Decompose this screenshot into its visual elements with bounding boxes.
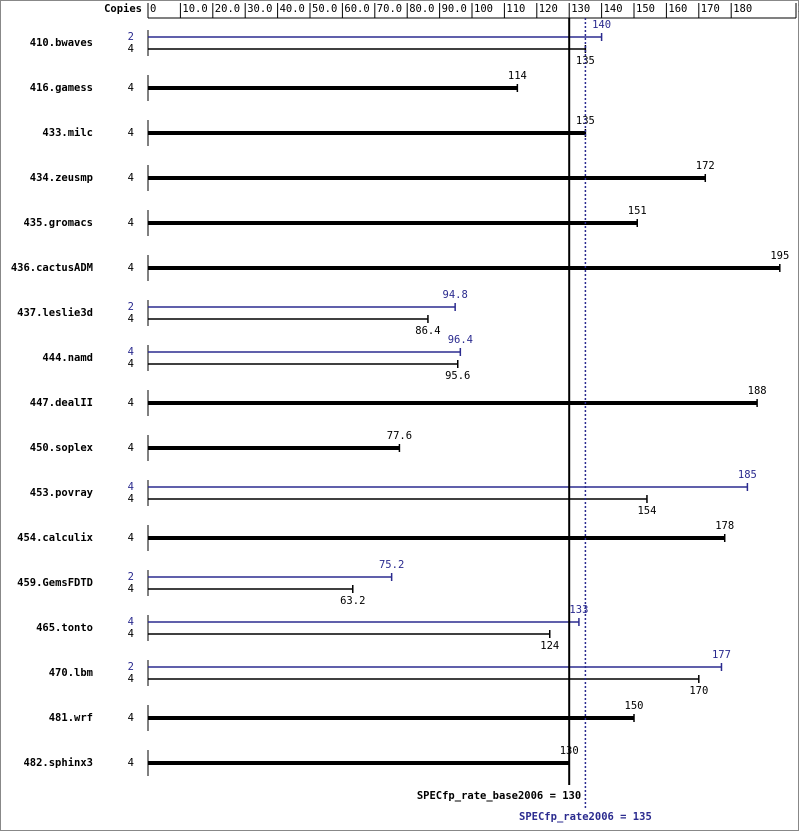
x-tick-label: 150 [636,3,655,15]
copies-label: 4 [128,397,134,409]
value-label: 133 [569,604,588,616]
category-label: 433.milc [42,127,93,139]
value-label: 170 [689,685,708,697]
x-tick-label: 140 [604,3,623,15]
copies-label: 4 [128,127,134,139]
value-label: 95.6 [445,370,470,382]
value-label: 150 [625,700,644,712]
value-label: 195 [770,250,789,262]
copies-label: 4 [128,757,134,769]
category-label: 435.gromacs [23,217,93,229]
value-label: 178 [715,520,734,532]
copies-label: 4 [128,217,134,229]
reference-label: SPECfp_rate2006 = 135 [519,811,652,823]
copies-label: 2 [128,31,134,43]
value-label: 124 [540,640,559,652]
copies-label: 4 [128,673,134,685]
value-label: 94.8 [443,289,468,301]
x-tick-label: 110 [506,3,525,15]
x-tick-label: 90.0 [442,3,467,15]
x-tick-label: 50.0 [312,3,337,15]
value-label: 185 [738,469,757,481]
reference-label: SPECfp_rate_base2006 = 130 [417,790,581,802]
copies-label: 4 [128,346,134,358]
category-label: 434.zeusmp [30,172,93,184]
copies-label: 4 [128,262,134,274]
category-label: 470.lbm [49,667,93,679]
value-label: 96.4 [448,334,473,346]
category-label: 444.namd [42,352,93,364]
copies-label: 4 [128,442,134,454]
x-tick-label: 180 [733,3,752,15]
copies-label: 4 [128,358,134,370]
value-label: 135 [576,55,595,67]
category-label: 436.cactusADM [11,262,93,274]
category-label: 416.gamess [30,82,93,94]
copies-label: 4 [128,172,134,184]
x-tick-label: 160 [668,3,687,15]
value-label: 140 [592,19,611,31]
category-label: 459.GemsFDTD [17,577,93,589]
copies-label: 4 [128,493,134,505]
copies-label: 4 [128,712,134,724]
x-tick-label: 20.0 [215,3,240,15]
x-tick-label: 0 [150,3,156,15]
value-label: 172 [696,160,715,172]
copies-label: 4 [128,313,134,325]
value-label: 135 [576,115,595,127]
x-tick-label: 10.0 [182,3,207,15]
value-label: 188 [748,385,767,397]
category-label: 454.calculix [17,532,94,544]
category-label: 453.povray [30,487,94,499]
copies-label: 4 [128,481,134,493]
x-tick-label: 40.0 [280,3,305,15]
value-label: 75.2 [379,559,404,571]
category-label: 437.leslie3d [17,307,93,319]
x-tick-label: 100 [474,3,493,15]
copies-label: 4 [128,532,134,544]
category-label: 482.sphinx3 [23,757,93,769]
value-label: 151 [628,205,647,217]
x-tick-label: 170 [701,3,720,15]
x-tick-label: 120 [539,3,558,15]
category-label: 447.dealII [30,397,93,409]
copies-label: 4 [128,583,134,595]
copies-label: 2 [128,301,134,313]
copies-label: 4 [128,43,134,55]
x-tick-label: 30.0 [247,3,272,15]
x-tick-label: 70.0 [377,3,402,15]
x-tick-label: 80.0 [409,3,434,15]
copies-label: 4 [128,616,134,628]
x-tick-label: 130 [571,3,590,15]
x-axis-label: Copies [104,3,142,15]
value-label: 114 [508,70,527,82]
x-tick-label: 60.0 [344,3,369,15]
category-label: 450.soplex [30,442,94,454]
value-label: 154 [637,505,656,517]
copies-label: 2 [128,571,134,583]
category-label: 410.bwaves [30,37,93,49]
value-label: 63.2 [340,595,365,607]
value-label: 77.6 [387,430,412,442]
copies-label: 2 [128,661,134,673]
copies-label: 4 [128,628,134,640]
value-label: 177 [712,649,731,661]
copies-label: 4 [128,82,134,94]
category-label: 465.tonto [36,622,93,634]
category-label: 481.wrf [49,712,93,724]
value-label: 86.4 [415,325,440,337]
